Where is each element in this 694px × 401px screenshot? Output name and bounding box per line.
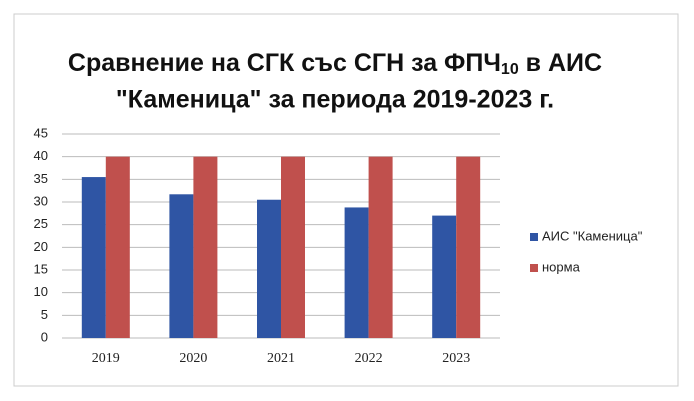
- y-tick-label: 5: [41, 307, 48, 322]
- y-tick-label: 30: [34, 193, 48, 208]
- bar: [456, 156, 481, 338]
- x-tick-label: 2021: [267, 351, 295, 366]
- y-tick-label: 40: [34, 148, 48, 163]
- bar: [281, 156, 305, 338]
- legend-swatch: [530, 233, 538, 241]
- x-tick-label: 2022: [355, 351, 383, 366]
- bar: [105, 156, 130, 338]
- bar: [169, 194, 194, 338]
- bar: [257, 199, 281, 338]
- y-tick-label: 10: [34, 284, 48, 299]
- legend-swatch: [530, 264, 538, 272]
- bar: [432, 215, 457, 338]
- y-tick-label: 0: [41, 329, 48, 344]
- bar: [193, 156, 218, 338]
- chart-title: Сравнение на СГК със СГН за ФПЧ10 в АИС: [68, 49, 602, 79]
- x-tick-label: 2020: [179, 351, 207, 366]
- chart-title: "Каменица" за периода 2019-2023 г.: [116, 86, 554, 114]
- y-tick-label: 15: [34, 261, 48, 276]
- y-tick-label: 25: [34, 216, 48, 231]
- bar: [344, 207, 369, 338]
- legend-label: АИС "Каменица": [542, 228, 643, 243]
- y-tick-label: 35: [34, 171, 48, 186]
- y-tick-label: 20: [34, 239, 48, 254]
- bar: [81, 177, 106, 338]
- bar: [368, 156, 393, 338]
- x-tick-label: 2023: [442, 351, 470, 366]
- chart-frame: [13, 13, 679, 387]
- x-tick-label: 2019: [92, 351, 120, 366]
- y-tick-label: 45: [34, 125, 48, 140]
- legend-label: норма: [542, 259, 581, 274]
